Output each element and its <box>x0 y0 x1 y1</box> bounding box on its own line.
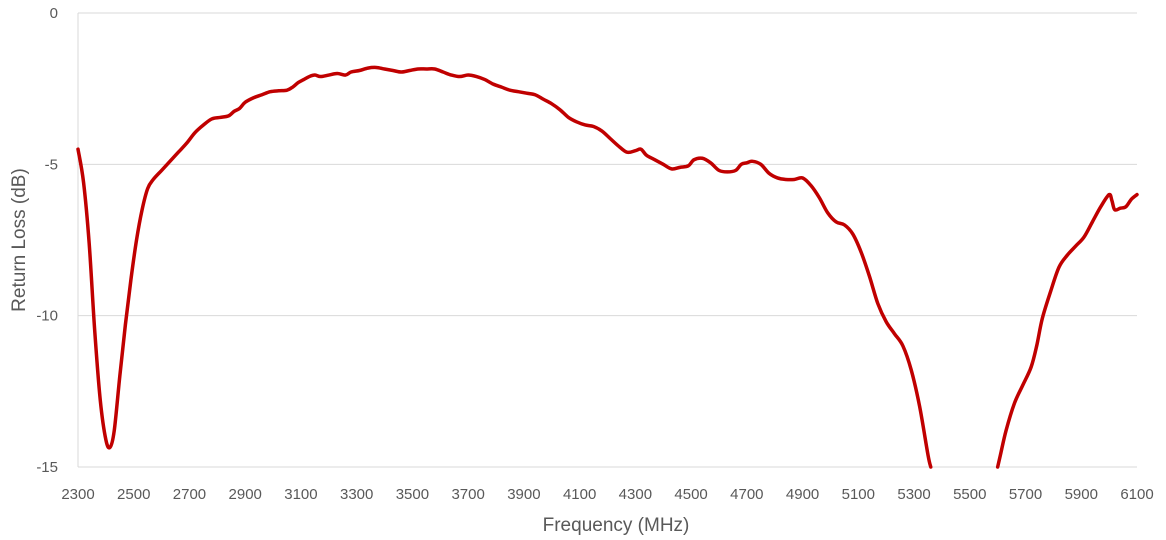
x-tick-label: 5100 <box>842 486 875 503</box>
x-tick-label: 4900 <box>786 486 819 503</box>
x-tick-label: 5700 <box>1009 486 1042 503</box>
x-tick-label: 2300 <box>61 486 94 503</box>
x-tick-label: 2700 <box>173 486 206 503</box>
series-layer <box>76 65 1139 469</box>
y-tick-label: -15 <box>36 459 58 476</box>
x-tick-label: 3500 <box>396 486 429 503</box>
x-tick-label: 3700 <box>451 486 484 503</box>
x-tick-label: 6100 <box>1120 486 1153 503</box>
x-tick-label: 2500 <box>117 486 150 503</box>
x-tick-labels: 2300 2500 2700 2900 3100 3300 3500 3700 3900 4100… <box>61 486 1153 503</box>
y-axis-title: Return Loss (dB) <box>9 168 30 312</box>
x-tick-label: 4700 <box>730 486 763 503</box>
y-tick-label: -5 <box>45 156 58 173</box>
series-line-segment-1 <box>76 65 933 469</box>
x-tick-label: 3300 <box>340 486 373 503</box>
x-axis-title: Frequency (MHz) <box>543 515 690 536</box>
series-line-segment-2 <box>995 192 1139 469</box>
gridlines <box>77 12 1137 468</box>
x-tick-label: 5500 <box>953 486 986 503</box>
y-tick-label: 0 <box>50 5 58 22</box>
x-tick-label: 4300 <box>619 486 652 503</box>
x-tick-label: 2900 <box>229 486 262 503</box>
x-tick-label: 4100 <box>563 486 596 503</box>
x-tick-label: 5900 <box>1065 486 1098 503</box>
y-tick-labels: 0 -5 -10 -15 <box>36 5 58 476</box>
y-tick-label: -10 <box>36 308 58 325</box>
x-tick-label: 3900 <box>507 486 540 503</box>
x-tick-label: 4500 <box>674 486 707 503</box>
x-tick-label: 3100 <box>284 486 317 503</box>
x-tick-label: 5300 <box>897 486 930 503</box>
